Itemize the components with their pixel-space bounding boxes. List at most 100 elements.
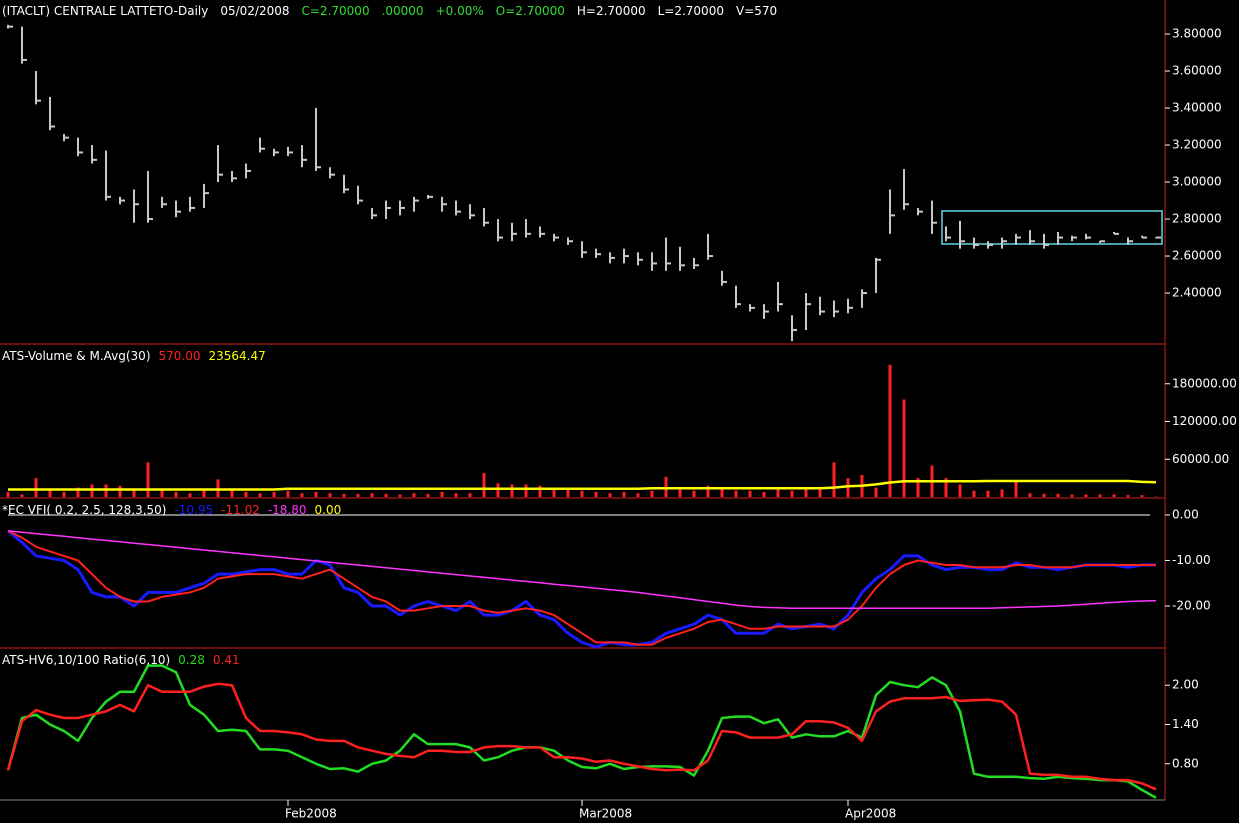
volume-bar	[958, 484, 962, 497]
volume-bar	[272, 491, 276, 497]
volume-bar	[314, 491, 318, 497]
volume-bar	[706, 485, 710, 497]
volume-bar	[734, 490, 738, 497]
annotation-box	[941, 210, 1163, 245]
y-tick-label: 0.00	[1172, 507, 1199, 521]
volume-bar	[692, 490, 696, 497]
volume-bar	[916, 478, 920, 497]
volume-bar	[566, 489, 570, 497]
volume-bar	[1000, 489, 1004, 497]
volume-bar	[678, 489, 682, 497]
volume-bar	[1028, 493, 1032, 497]
volume-bar	[174, 491, 178, 497]
header-field: L=2.70000	[658, 4, 724, 18]
indicator-line	[7, 529, 1157, 649]
volume-bar	[20, 494, 24, 497]
header-field: +0.00%	[436, 4, 484, 18]
legend-value: 23564.47	[209, 349, 266, 363]
volume-bar	[1042, 493, 1046, 497]
volume-bar	[1126, 495, 1130, 497]
volume-bar	[1112, 494, 1116, 497]
y-tick-label: -20.00	[1172, 599, 1211, 613]
legend-value: -18.80	[268, 503, 307, 517]
y-tick-label: 3.20000	[1172, 138, 1222, 152]
header-field: 05/02/2008	[220, 4, 289, 18]
panel-title: ATS-HV6,10/100 Ratio(6,10)	[2, 653, 170, 667]
volume-bar	[230, 489, 234, 497]
header-field: O=2.70000	[496, 4, 565, 18]
volume-bar	[580, 490, 584, 497]
volume-bar	[286, 490, 290, 497]
y-tick-label: 2.40000	[1172, 286, 1222, 300]
y-tick-label: 2.00	[1172, 678, 1199, 692]
volume-bar	[412, 493, 416, 497]
volume-bar	[132, 489, 136, 497]
panel-legend: *EC VFI( 0.2, 2.5, 128,3,50) -10.95 -11.02…	[2, 503, 341, 517]
volume-bar	[986, 490, 990, 497]
volume-bar	[888, 364, 892, 497]
volume-bar	[454, 493, 458, 497]
volume-bar	[6, 491, 10, 497]
volume-bar	[608, 493, 612, 497]
volume-bar	[790, 490, 794, 497]
panel-title: *EC VFI( 0.2, 2.5, 128,3,50)	[2, 503, 166, 517]
volume-bar	[874, 487, 878, 497]
volume-bar	[1056, 493, 1060, 497]
volume-bar	[748, 490, 752, 497]
volume-bar	[118, 485, 122, 497]
volume-bar	[216, 479, 220, 497]
volume-bar	[188, 493, 192, 497]
panel-title: ATS-Volume & M.Avg(30)	[2, 349, 151, 363]
volume-bar	[342, 493, 346, 497]
volume-bar	[972, 490, 976, 497]
volume-bar	[202, 490, 206, 497]
volume-bar	[1098, 494, 1102, 497]
legend-value: 570.00	[159, 349, 201, 363]
volume-bar	[300, 493, 304, 497]
volume-bar	[622, 491, 626, 497]
volume-bar	[762, 491, 766, 497]
volume-bar	[160, 489, 164, 497]
volume-bar	[1014, 481, 1018, 497]
y-tick-label: 180000.00	[1172, 376, 1237, 390]
y-tick-label: 3.80000	[1172, 27, 1222, 41]
y-tick-label: 3.00000	[1172, 175, 1222, 189]
y-tick-label: 3.40000	[1172, 101, 1222, 115]
volume-bar	[48, 489, 52, 497]
header-field: (ITACLT) CENTRALE LATTETO-Daily	[2, 4, 208, 18]
volume-bar	[804, 487, 808, 497]
header-field: V=570	[736, 4, 777, 18]
volume-bar	[944, 478, 948, 497]
volume-bar	[594, 491, 598, 497]
volume-bar	[398, 494, 402, 497]
volume-bar	[902, 399, 906, 497]
volume-bar	[636, 493, 640, 497]
volume-bar	[62, 491, 66, 497]
volume-bar	[370, 493, 374, 497]
volume-bar	[356, 493, 360, 497]
volume-bar	[1140, 495, 1144, 497]
volume-bar	[482, 473, 486, 497]
volume-bar	[524, 484, 528, 497]
y-tick-label: 60000.00	[1172, 452, 1229, 466]
panel-legend: (ITACLT) CENTRALE LATTETO-Daily 05/02/200…	[2, 4, 777, 18]
volume-bar	[258, 493, 262, 497]
volume-bar	[146, 462, 150, 497]
legend-value: -11.02	[221, 503, 260, 517]
volume-bar	[1070, 494, 1074, 497]
legend-value: 0.41	[213, 653, 240, 667]
volume-bar	[76, 487, 80, 497]
y-tick-label: 120000.00	[1172, 414, 1237, 428]
x-tick-label: Apr2008	[845, 807, 896, 821]
moving-average-line	[8, 479, 1157, 491]
volume-bar	[832, 462, 836, 497]
volume-bar	[426, 493, 430, 497]
volume-bar	[650, 490, 654, 497]
volume-bar	[496, 483, 500, 497]
indicator-line	[6, 682, 1157, 791]
volume-bar	[664, 476, 668, 497]
y-tick-label: 0.80	[1172, 756, 1199, 770]
